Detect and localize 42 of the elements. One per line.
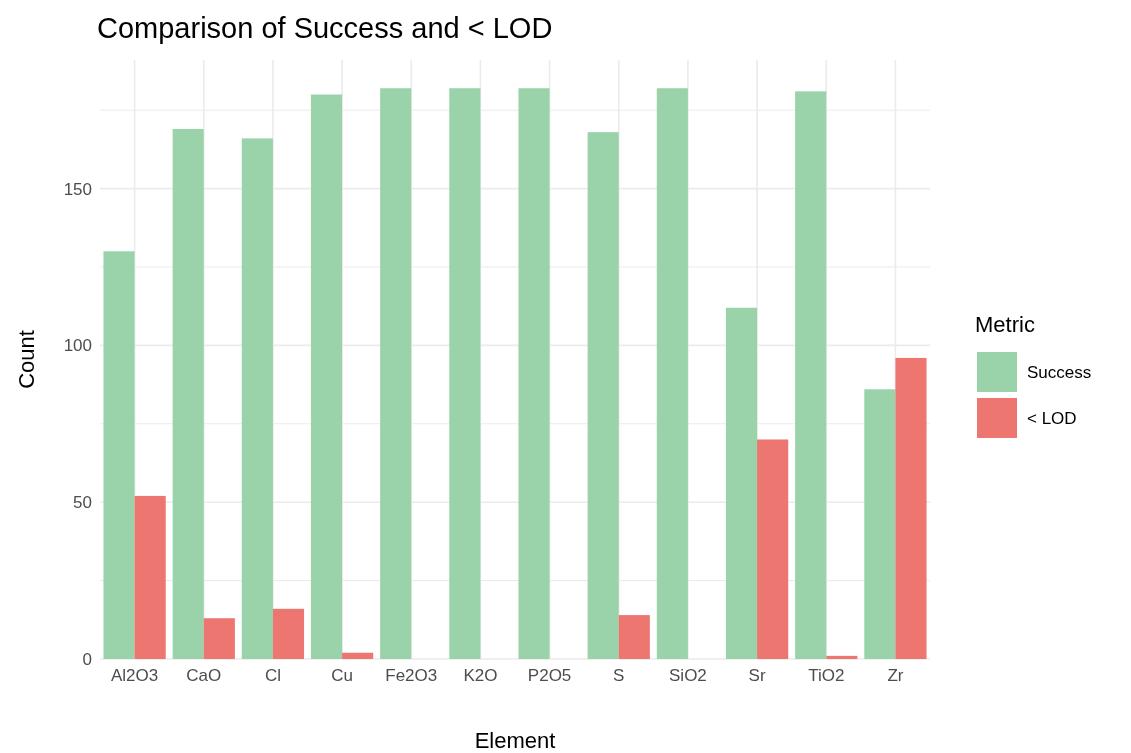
bar: [864, 389, 896, 659]
bar: [134, 495, 166, 659]
bar: [342, 652, 374, 659]
x-tick-label: CaO: [186, 666, 222, 686]
bar: [518, 88, 550, 659]
bar: [725, 307, 758, 659]
bar: [618, 615, 650, 659]
x-tick-label: TiO2: [808, 666, 845, 686]
bar: [310, 94, 343, 659]
x-tick-label: Cl: [264, 666, 281, 686]
x-tick-label: SiO2: [669, 666, 707, 686]
bar: [826, 655, 858, 659]
y-axis-title: Count: [14, 330, 39, 389]
chart-title: Comparison of Success and < LOD: [97, 12, 553, 44]
y-tick-label: 150: [63, 179, 92, 199]
x-tick-label: Fe2O3: [385, 666, 438, 686]
bar: [656, 88, 688, 659]
x-tick-label: Al2O3: [110, 666, 159, 686]
legend-label: Success: [1027, 363, 1092, 382]
bar: [795, 91, 827, 659]
y-tick-label: 50: [73, 493, 92, 513]
x-axis-title: Element: [474, 728, 556, 753]
bar: [895, 357, 927, 659]
legend-label: < LOD: [1027, 409, 1077, 428]
bar: [587, 132, 619, 659]
x-tick-label: K2O: [463, 666, 498, 686]
bar: [449, 88, 481, 659]
y-tick-label: 0: [82, 649, 92, 669]
bar: [203, 618, 235, 659]
bar: [757, 439, 789, 659]
bar: [172, 129, 204, 659]
x-tick-label: P2O5: [527, 666, 572, 686]
y-tick-label: 100: [63, 336, 92, 356]
x-tick-label: Sr: [748, 666, 766, 686]
x-tick-label: Zr: [887, 666, 904, 686]
bar: [241, 138, 273, 659]
x-tick-label: S: [613, 666, 625, 686]
bar: [272, 608, 305, 659]
bar: [380, 88, 412, 659]
bar: [103, 251, 135, 659]
legend-title: Metric: [975, 312, 1035, 337]
x-tick-label: Cu: [331, 666, 353, 686]
